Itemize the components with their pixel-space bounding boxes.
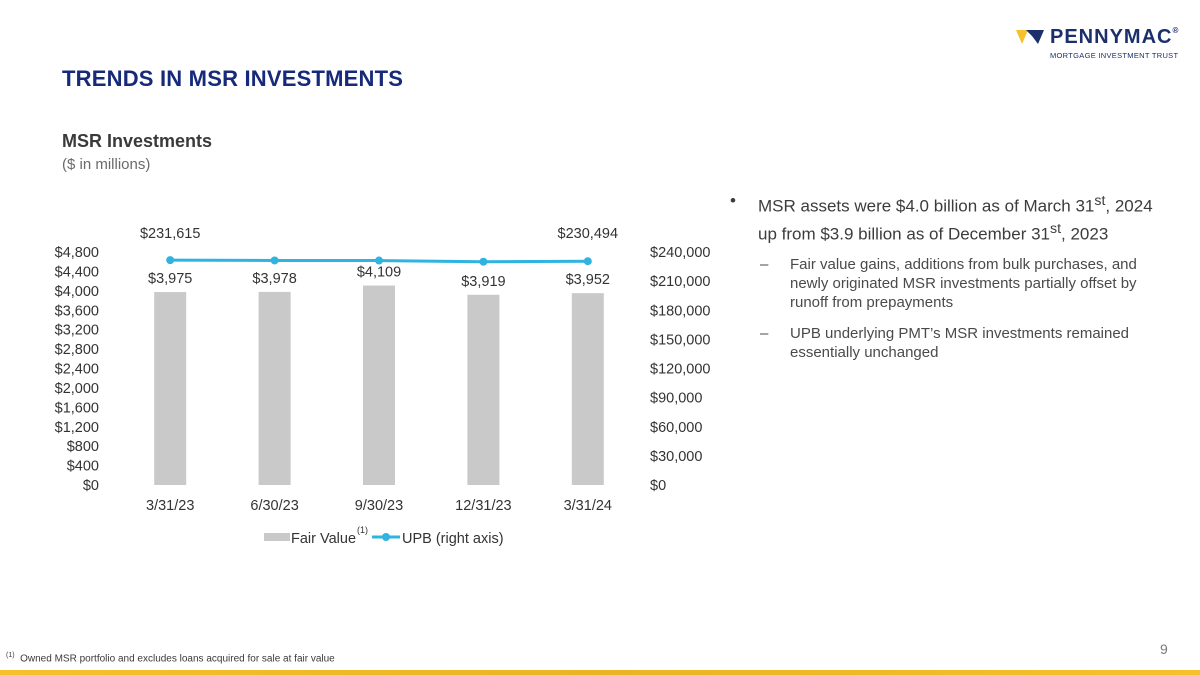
upb-point — [270, 256, 279, 265]
left-axis-tick-label: $2,400 — [55, 362, 99, 378]
footer-band — [0, 670, 1200, 675]
left-axis-tick-label: $1,200 — [55, 420, 99, 436]
right-axis-tick-label: $150,000 — [650, 332, 710, 348]
sub-bullet-symbol: – — [760, 256, 769, 274]
left-axis-tick-label: $1,600 — [55, 400, 99, 416]
x-axis-tick-label: 6/30/23 — [250, 498, 298, 514]
bar-data-label: $3,975 — [148, 271, 192, 287]
left-axis-tick-label: $4,800 — [55, 245, 99, 261]
left-axis-tick-label: $0 — [83, 478, 99, 494]
page-number: 9 — [1160, 641, 1168, 657]
bullet-symbol: • — [730, 191, 736, 210]
page-title: TRENDS IN MSR INVESTMENTS — [62, 66, 404, 91]
pennymac-logo-mark-icon — [1016, 30, 1044, 44]
legend-upb-label: UPB (right axis) — [402, 531, 504, 547]
left-axis-tick-label: $800 — [67, 439, 99, 455]
upb-point — [166, 256, 175, 265]
bar-fair-value — [258, 291, 291, 485]
bar-data-label: $3,919 — [461, 274, 505, 290]
bullet-main: • MSR assets were $4.0 billion as of Mar… — [730, 191, 1153, 244]
left-axis-tick-label: $4,400 — [55, 264, 99, 280]
upb-point — [479, 257, 488, 266]
legend-fair-value-swatch — [264, 533, 290, 541]
upb-point — [583, 257, 592, 266]
right-axis-tick-label: $60,000 — [650, 420, 702, 436]
x-axis-tick-label: 9/30/23 — [355, 498, 403, 514]
upb-point — [375, 256, 383, 265]
bar-fair-value — [571, 293, 604, 485]
logo-tagline: MORTGAGE INVESTMENT TRUST — [1050, 51, 1179, 60]
right-axis-tick-label: $120,000 — [650, 362, 710, 378]
legend-footnote-marker: (1) — [357, 525, 368, 535]
commentary: • MSR assets were $4.0 billion as of Mar… — [728, 190, 1168, 362]
footnote: (1) Owned MSR portfolio and excludes loa… — [6, 652, 335, 665]
legend-upb-swatch-marker — [382, 533, 390, 541]
bar-fair-value — [363, 285, 395, 485]
left-axis-tick-label: $2,000 — [55, 381, 99, 397]
right-axis-tick-label: $210,000 — [650, 274, 710, 290]
bar-data-label: $3,978 — [252, 271, 296, 287]
left-axis-tick-label: $3,600 — [55, 303, 99, 319]
sub-bullet-upb: – UPB underlying PMT’s MSR investments r… — [760, 325, 1130, 362]
upb-data-label: $231,615 — [140, 226, 200, 242]
legend-fair-value-label: Fair Value — [291, 531, 356, 547]
logo-wordmark: PENNYMAC® — [1050, 26, 1180, 48]
bar-data-label: $3,952 — [566, 272, 610, 288]
right-axis-tick-label: $180,000 — [650, 303, 710, 319]
sub-bullet-fair-value: – Fair value gains, additions from bulk … — [760, 256, 1137, 312]
left-axis-tick-label: $4,000 — [55, 284, 99, 300]
left-axis-tick-label: $2,800 — [55, 342, 99, 358]
msr-investments-chart: $0 $400 $800 $1,200 $1,600 $2,000 $2,400 $2,800… — [55, 226, 711, 547]
right-axis-tick-label: $90,000 — [650, 391, 702, 407]
left-axis-tick-label: $3,200 — [55, 323, 99, 339]
sub-bullet-symbol: – — [760, 325, 769, 343]
chart-title: MSR Investments — [62, 131, 213, 151]
right-axis-tick-label: $240,000 — [650, 245, 710, 261]
right-axis-tick-label: $0 — [650, 478, 666, 494]
chart-subtitle: ($ in millions) — [62, 156, 151, 173]
bar-fair-value — [154, 292, 187, 485]
x-axis-tick-label: 3/31/24 — [564, 498, 612, 514]
right-axis-tick-label: $30,000 — [650, 449, 702, 465]
upb-data-label: $230,494 — [558, 226, 618, 242]
bar-data-label: $4,109 — [357, 265, 401, 281]
left-axis-tick-label: $400 — [67, 459, 99, 475]
bar-fair-value — [467, 294, 500, 485]
x-axis-tick-label: 12/31/23 — [455, 498, 511, 514]
x-axis-tick-label: 3/31/23 — [146, 498, 194, 514]
pennymac-logo: PENNYMAC® MORTGAGE INVESTMENT TRUST — [1016, 26, 1186, 64]
